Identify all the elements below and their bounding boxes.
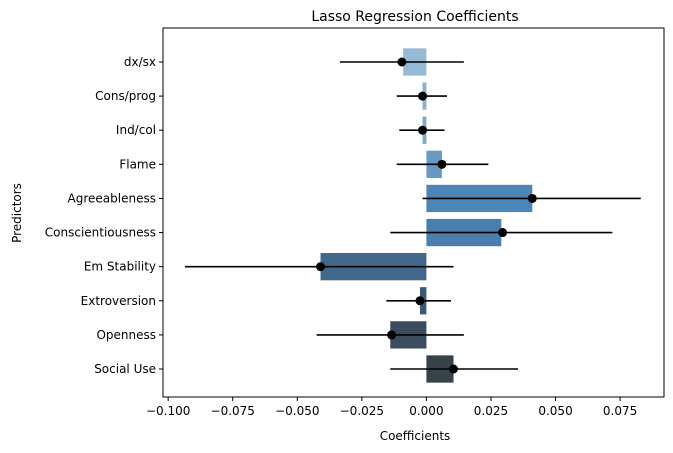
y-tick-label: Ind/col (116, 123, 156, 137)
x-tick-label: −0.025 (340, 404, 384, 418)
data-point (527, 193, 537, 203)
data-point (387, 330, 397, 340)
data-point (415, 296, 425, 306)
y-tick-label: Cons/prog (95, 89, 156, 103)
y-tick-label: Flame (119, 157, 156, 171)
y-tick-label: dx/sx (124, 55, 156, 69)
chart-title: Lasso Regression Coefficients (311, 9, 518, 25)
y-tick-label: Openness (96, 328, 156, 342)
data-point (397, 57, 407, 67)
data-point (498, 228, 508, 238)
x-axis-label: Coefficients (380, 429, 451, 443)
data-point (418, 125, 428, 135)
y-tick-label: Em Stability (84, 260, 156, 274)
x-axis: −0.100 −0.075 −0.050 −0.025 0.000 0.025 0.050 0… (146, 397, 637, 418)
y-tick-label: Conscientiousness (45, 226, 156, 240)
points-layer (316, 57, 537, 374)
x-tick-label: 0.075 (603, 404, 637, 418)
bars-layer (320, 48, 533, 383)
y-tick-label: Social Use (94, 362, 156, 376)
data-point (316, 262, 326, 272)
data-point (437, 159, 447, 169)
x-tick-label: −0.100 (146, 404, 190, 418)
data-point (449, 364, 459, 374)
data-point (418, 91, 428, 101)
x-tick-label: 0.000 (409, 404, 443, 418)
y-tick-label: Extroversion (81, 294, 156, 308)
plot-frame (162, 27, 665, 398)
x-tick-label: 0.025 (474, 404, 508, 418)
x-tick-label: −0.075 (211, 404, 255, 418)
x-tick-label: −0.050 (275, 404, 319, 418)
y-axis: dx/sx Cons/prog Ind/col Flame Agreeableness C… (45, 55, 163, 376)
y-tick-label: Agreeableness (68, 191, 156, 205)
y-axis-label: Predictors (10, 183, 24, 243)
x-tick-label: 0.050 (538, 404, 572, 418)
